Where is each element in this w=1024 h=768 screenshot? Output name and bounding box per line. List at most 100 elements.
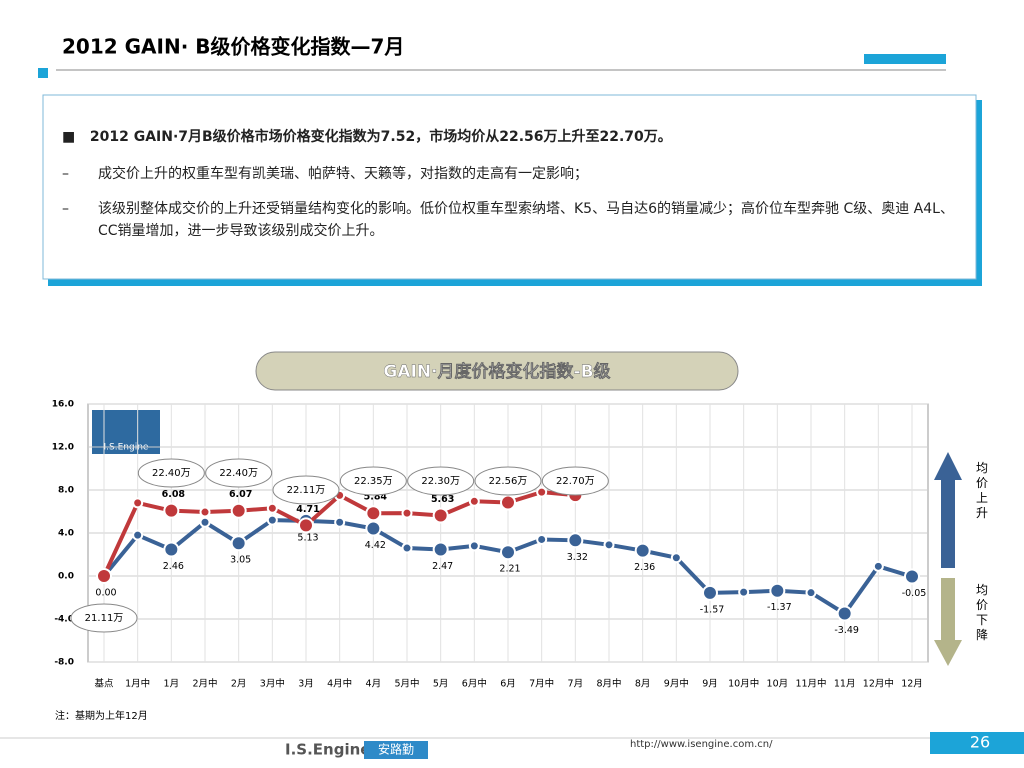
value-label: 3.05 — [230, 555, 251, 566]
url: http://www.isengine.com.cn/ — [630, 739, 773, 750]
page-bg — [930, 732, 1024, 754]
brand-cn: 安路勤 — [378, 742, 414, 757]
callout — [407, 466, 475, 496]
annotation: 21.11万 — [85, 613, 124, 624]
value-label: 4.71 — [296, 504, 319, 515]
callout — [541, 466, 609, 496]
point — [365, 520, 382, 537]
x-tick-label: 6月 — [500, 679, 516, 690]
x-tick-label: 8月中 — [596, 678, 621, 690]
point — [670, 552, 682, 564]
point — [199, 516, 211, 528]
point — [769, 582, 786, 599]
point — [266, 502, 278, 514]
point — [432, 507, 449, 524]
y-tick-label: 12.0 — [52, 443, 74, 453]
side-label: 均价下降 — [976, 583, 988, 642]
down-arrow — [934, 578, 962, 666]
dash: – — [62, 166, 69, 182]
value-label: -1.57 — [700, 604, 725, 615]
point — [836, 605, 853, 622]
x-tick-label: 5月中 — [394, 678, 419, 690]
value-label: 2.21 — [499, 564, 520, 575]
y-tick-label: -4.0 — [54, 615, 74, 625]
annotation: 22.30万 — [421, 476, 460, 487]
bullet-text: 2012 GAIN·7月B级价格市场价格变化指数为7.52，市场均价从22.56… — [89, 129, 672, 145]
annotation: 22.11万 — [287, 485, 326, 496]
brand-bg — [364, 741, 428, 759]
annotation: 22.35万 — [354, 476, 393, 487]
point — [536, 533, 548, 545]
x-tick-label: 10月中 — [728, 678, 759, 690]
point — [500, 544, 516, 561]
x-tick-label: 7月 — [568, 679, 584, 690]
x-tick-label: 11月中 — [795, 678, 826, 690]
x-tick-label: 1月中 — [125, 678, 150, 690]
x-tick-label: 8月 — [635, 679, 651, 690]
point — [298, 517, 314, 534]
value-label: 6.08 — [162, 489, 186, 500]
point — [603, 539, 615, 551]
x-tick-label: 9月 — [702, 679, 718, 690]
annotation: 22.70万 — [556, 476, 595, 487]
value-label: 3.32 — [567, 552, 588, 563]
y-tick-label: 4.0 — [58, 529, 74, 539]
x-tick-label: 2月 — [231, 679, 247, 690]
x-tick-label: 12月 — [901, 679, 923, 690]
value-label: 0.00 — [95, 588, 116, 599]
point — [266, 514, 278, 526]
x-tick-label: 12月中 — [863, 678, 894, 690]
point — [132, 497, 144, 509]
x-tick-label: 6月中 — [462, 678, 487, 690]
x-tick-label: 3月中 — [260, 678, 285, 690]
point — [872, 560, 884, 572]
y-tick-label: 16.0 — [52, 400, 74, 410]
point — [365, 505, 382, 522]
y-tick-label: 0.0 — [58, 572, 74, 582]
dash: – — [62, 201, 69, 217]
y-tick-label: -8.0 — [54, 658, 74, 668]
point — [401, 542, 413, 554]
point — [230, 535, 247, 552]
chart-title-bg — [255, 351, 739, 391]
value-label: 6.07 — [229, 489, 252, 500]
point — [634, 542, 651, 559]
note: 注：基期为上年12月 — [55, 709, 148, 722]
point — [334, 516, 346, 528]
point — [702, 584, 718, 601]
bullet: ■ 2012 GAIN·7月B级价格市场价格变化指数为7.52，市场均价从22.… — [62, 129, 672, 145]
value-label: 5.84 — [364, 492, 388, 503]
point — [432, 541, 449, 558]
slide-title: 2012 GAIN· B级价格变化指数—7月 — [62, 35, 404, 59]
chart-title: GAIN·月度价格变化指数-B级 — [383, 361, 610, 382]
point — [738, 586, 750, 598]
value-label: 2.46 — [163, 561, 184, 572]
point — [96, 568, 112, 584]
callout — [70, 603, 138, 633]
deco — [38, 68, 48, 78]
point — [401, 507, 413, 519]
x-tick-label: 4月中 — [327, 678, 352, 690]
callout — [474, 466, 542, 496]
value-label: -0.05 — [902, 588, 927, 599]
y-tick-label: 8.0 — [58, 486, 74, 496]
point — [132, 529, 144, 541]
text-box — [42, 94, 977, 280]
value-label: 2.47 — [432, 561, 453, 572]
x-tick-label: 5月 — [433, 679, 449, 690]
value-label: 5.13 — [297, 532, 318, 543]
x-tick-label: 3月 — [298, 679, 314, 690]
annotation: 22.40万 — [219, 468, 258, 479]
point — [468, 495, 480, 507]
point — [163, 502, 180, 519]
annotation: 22.40万 — [152, 468, 191, 479]
side-label: 均价上升 — [976, 461, 988, 520]
point — [230, 502, 247, 519]
value-label: 4.42 — [365, 540, 386, 551]
callout — [205, 458, 273, 488]
value-label: -1.37 — [767, 602, 792, 613]
annotation: 22.56万 — [489, 476, 528, 487]
